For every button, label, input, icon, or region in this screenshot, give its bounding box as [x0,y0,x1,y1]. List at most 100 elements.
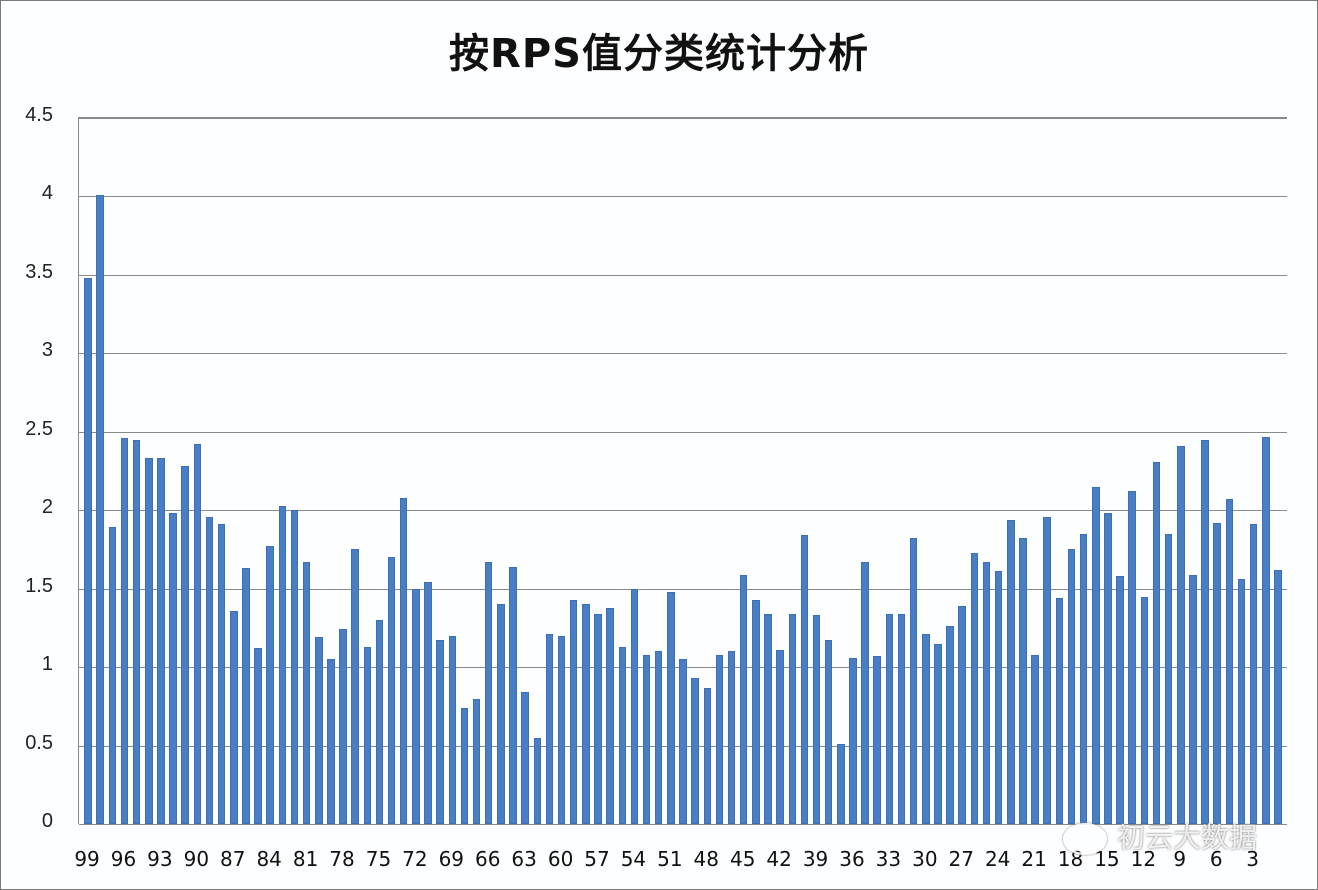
bar [1152,461,1161,824]
bar [1019,538,1027,824]
bar [776,649,784,824]
gridline [79,274,1287,276]
bar [1201,439,1209,824]
bar [922,634,930,824]
bar [727,651,736,824]
bar [594,613,602,824]
x-tick-label: 27 [948,847,974,871]
x-tick-label: 54 [620,847,647,871]
bar [764,613,772,824]
bar-series [79,118,1287,824]
bar [84,278,92,824]
bar [715,654,724,824]
bar [460,707,469,824]
bar [533,737,542,824]
bar [1031,654,1039,824]
bar [557,635,566,824]
x-tick-label: 6 [1209,847,1223,871]
bar [278,505,287,824]
bar [994,571,1003,824]
gridline [79,353,1287,355]
bar [412,588,420,824]
bar [873,656,881,824]
watermark: 初云大数据 [1063,816,1257,856]
bar [1128,491,1136,824]
gridline [79,431,1287,433]
x-tick-label: 45 [729,847,756,871]
bar [484,562,493,824]
bar [1092,486,1100,824]
bar [1055,598,1064,824]
bar [1007,519,1015,824]
bar [654,651,663,824]
bar [242,568,250,824]
x-tick-label: 42 [766,847,792,871]
bar [691,678,699,824]
bar [339,629,347,824]
bar [472,698,481,824]
x-tick-label: 48 [693,847,720,871]
x-tick-label: 33 [875,847,902,871]
x-tick-label: 12 [1130,847,1157,871]
bar [399,497,408,824]
bar [145,458,153,824]
bar [509,566,517,824]
watermark-text: 初云大数据 [1117,821,1258,854]
bar [193,444,202,824]
bar [582,604,590,824]
bar [982,562,991,824]
bar [1067,549,1076,824]
bar [230,610,238,824]
bar [800,535,809,824]
bar [1213,522,1221,824]
x-tick-label: 57 [584,847,610,871]
bar [1116,576,1124,824]
x-tick-label: 93 [147,847,173,871]
bar [788,613,797,824]
bar [302,562,311,824]
bar [314,637,323,824]
bar [448,635,457,824]
bar [1189,574,1197,824]
x-tick-label: 51 [657,847,683,871]
x-tick-label: 96 [110,847,137,871]
x-tick-label: 63 [511,847,537,871]
bar [885,613,894,824]
x-tick-label: 3 [1246,847,1260,871]
bar [1164,533,1173,824]
bar [1043,516,1051,824]
y-tick-label: 2.5 [25,417,53,440]
bar [837,744,845,824]
bar [205,516,214,824]
bar [1177,445,1185,824]
bar [327,659,335,824]
bar [849,657,857,824]
bar [120,438,129,824]
x-tick-label: 24 [984,847,1011,871]
bar [752,599,760,824]
bar [387,557,396,824]
x-tick-label: 84 [256,847,282,871]
y-tick-label: 0.5 [25,731,53,754]
x-tick-label: 30 [912,847,938,871]
bar [642,654,651,824]
y-tick-label: 1 [41,653,53,676]
y-tick-label: 3.5 [25,260,53,283]
bar [96,194,104,824]
x-tick-label: 75 [365,847,392,871]
bar [132,439,141,824]
x-tick-label: 78 [329,847,355,871]
x-tick-label: 66 [475,847,501,871]
bar [375,620,384,824]
bar [1237,579,1246,824]
x-tick-label: 60 [547,847,574,871]
bar [181,466,189,824]
bar [363,646,372,824]
bar [1274,569,1282,824]
bar [424,582,432,824]
bar [739,574,748,824]
bar [934,643,942,824]
bar [897,613,906,824]
wechat-icon [1063,823,1107,855]
